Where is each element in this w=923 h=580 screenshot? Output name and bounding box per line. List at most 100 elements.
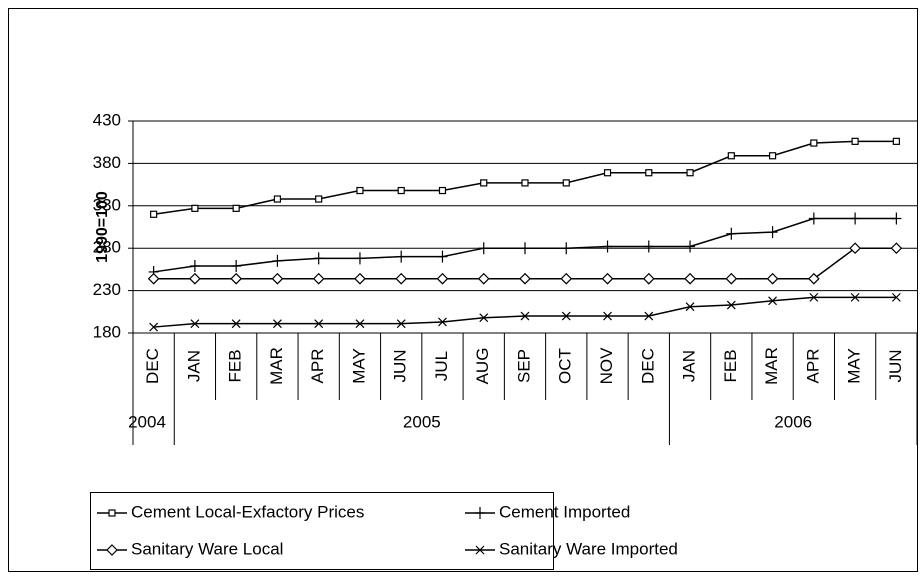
marker xyxy=(892,137,900,145)
marker xyxy=(521,179,529,187)
marker xyxy=(810,139,818,147)
x-tick-label: MAY xyxy=(845,348,864,384)
marker xyxy=(189,272,201,285)
marker xyxy=(684,272,696,285)
chart-border xyxy=(8,8,918,572)
marker xyxy=(480,179,488,187)
marker xyxy=(603,311,612,321)
x-tick-label: JUN xyxy=(886,349,905,382)
y-tick-label: 230 xyxy=(93,280,121,299)
marker xyxy=(149,322,159,332)
marker xyxy=(354,272,366,285)
x-tick-label: MAR xyxy=(267,347,286,385)
legend-label: Sanitary Ware Local xyxy=(131,539,283,558)
marker xyxy=(642,272,655,285)
marker xyxy=(271,272,284,285)
marker xyxy=(108,509,116,517)
marker xyxy=(807,272,820,285)
marker xyxy=(645,169,653,177)
marker xyxy=(766,272,779,285)
x-tick-label: SEP xyxy=(514,349,533,383)
marker xyxy=(475,545,485,555)
x-group-label: 2006 xyxy=(774,412,812,431)
marker xyxy=(147,272,160,285)
marker xyxy=(602,240,613,253)
marker xyxy=(397,186,405,195)
marker xyxy=(438,317,447,327)
marker xyxy=(726,300,736,310)
marker xyxy=(395,272,408,285)
marker xyxy=(232,204,240,212)
marker xyxy=(850,292,860,302)
marker xyxy=(603,169,612,177)
marker xyxy=(106,544,118,556)
marker xyxy=(231,319,241,329)
marker xyxy=(520,242,530,255)
x-tick-label: JAN xyxy=(680,350,699,382)
marker xyxy=(313,252,324,265)
marker xyxy=(520,311,530,321)
marker xyxy=(272,319,282,329)
marker xyxy=(726,227,737,240)
x-tick-label: DEC xyxy=(638,348,657,384)
x-tick-label: MAY xyxy=(349,348,368,384)
marker xyxy=(767,226,778,239)
marker xyxy=(437,250,448,263)
marker xyxy=(890,242,903,255)
marker xyxy=(230,272,243,285)
marker xyxy=(727,152,735,160)
x-tick-label: JAN xyxy=(184,350,203,382)
x-group-label: 2005 xyxy=(403,412,441,431)
legend-label: Sanitary Ware Imported xyxy=(499,539,678,558)
x-tick-label: FEB xyxy=(226,349,245,382)
marker xyxy=(562,179,570,187)
marker xyxy=(519,272,531,285)
marker xyxy=(686,169,694,177)
x-tick-label: FEB xyxy=(721,349,740,382)
x-tick-label: OCT xyxy=(556,348,575,384)
marker xyxy=(560,272,573,285)
marker xyxy=(314,319,324,329)
legend-label: Cement Imported xyxy=(499,502,630,521)
marker xyxy=(768,152,777,160)
marker xyxy=(315,195,323,203)
marker xyxy=(355,319,365,329)
marker xyxy=(891,212,902,225)
marker xyxy=(601,272,614,285)
x-tick-label: APR xyxy=(308,349,327,384)
marker xyxy=(850,212,861,225)
x-tick-label: NOV xyxy=(597,347,616,385)
marker xyxy=(354,252,365,265)
marker xyxy=(436,272,449,285)
marker xyxy=(685,240,696,253)
marker xyxy=(191,204,199,212)
y-tick-label: 430 xyxy=(93,110,121,129)
marker xyxy=(477,272,490,285)
marker xyxy=(190,319,200,329)
marker xyxy=(561,311,571,321)
marker xyxy=(851,137,859,145)
marker xyxy=(479,313,489,323)
legend-label: Cement Local-Exfactory Prices xyxy=(131,502,364,521)
marker xyxy=(150,210,158,218)
y-tick-label: 180 xyxy=(93,322,121,341)
marker xyxy=(438,186,447,195)
marker xyxy=(231,260,242,273)
marker xyxy=(891,292,901,302)
x-tick-label: APR xyxy=(803,349,822,384)
marker xyxy=(809,292,819,302)
marker xyxy=(643,240,654,253)
marker xyxy=(685,302,695,312)
y-tick-label: 280 xyxy=(93,238,121,257)
x-group-label: 2004 xyxy=(128,412,166,431)
y-tick-label: 380 xyxy=(93,153,121,172)
marker xyxy=(356,186,364,195)
marker xyxy=(478,242,489,255)
legend-box xyxy=(90,492,554,570)
marker xyxy=(312,272,325,285)
y-axis-label: 1990=100 xyxy=(94,191,111,263)
marker xyxy=(644,311,654,321)
marker xyxy=(396,319,406,329)
